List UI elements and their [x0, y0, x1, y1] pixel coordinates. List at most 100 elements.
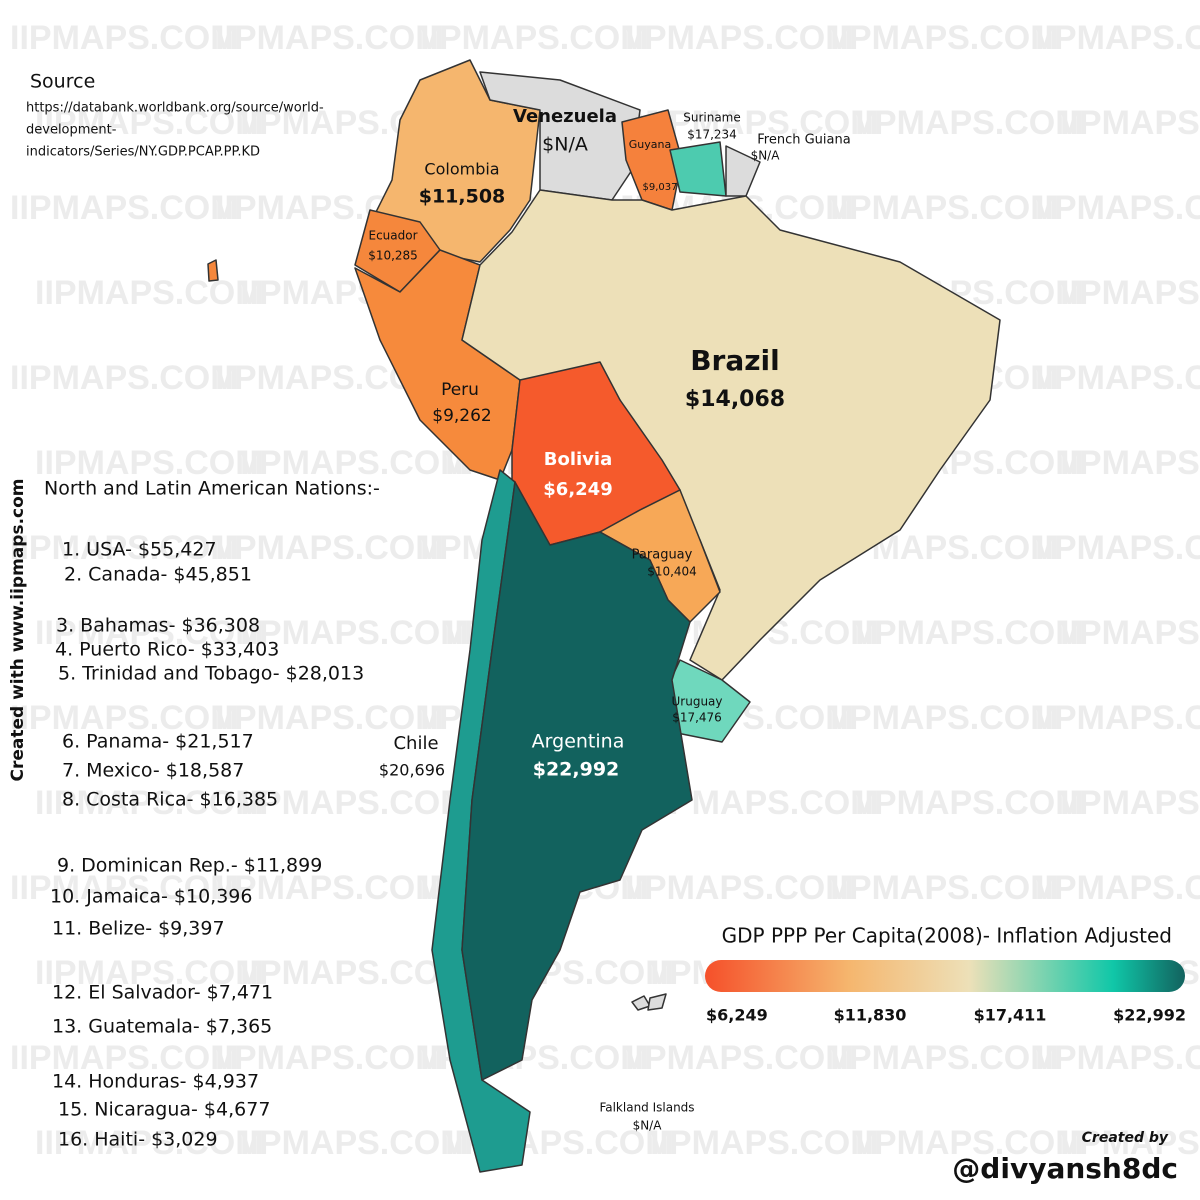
watermark: IIPMAPS.COM	[35, 784, 264, 822]
list-item: 13. Guatemala- $7,365	[52, 1016, 272, 1038]
watermark: IIPMAPS.COM	[240, 614, 469, 652]
suriname	[669, 141, 727, 197]
watermark: IIPMAPS.COM	[1035, 699, 1200, 737]
watermark: IIPMAPS.COM	[855, 104, 1084, 142]
country-name: French Guiana	[757, 133, 850, 148]
list-item: 7. Mexico- $18,587	[62, 760, 244, 782]
country-value: $20,696	[379, 761, 445, 780]
watermark: IIPMAPS.COM	[240, 784, 469, 822]
watermark: IIPMAPS.COM	[35, 444, 264, 482]
watermark: IIPMAPS.COM	[855, 1124, 1084, 1162]
side-credit: Created with www.iipmaps.com	[8, 479, 28, 782]
watermark: IIPMAPS.COM	[1060, 784, 1200, 822]
list-item: 1. USA- $55,427	[62, 539, 217, 561]
legend-tick: $11,830	[834, 1006, 907, 1025]
credit-label: Created by	[1082, 1130, 1169, 1146]
country-value: $17,234	[687, 128, 737, 142]
legend-tick: $22,992	[1113, 1006, 1186, 1025]
watermark: IIPMAPS.COM	[650, 104, 879, 142]
country-name: Argentina	[532, 731, 625, 753]
watermark: IIPMAPS.COM	[215, 529, 444, 567]
falklands	[647, 993, 667, 1011]
watermark: IIPMAPS.COM	[830, 19, 1059, 57]
watermark: IIPMAPS.COM	[215, 19, 444, 57]
legend-tick: $6,249	[706, 1006, 768, 1025]
watermark: IIPMAPS.COM	[35, 614, 264, 652]
watermark: IIPMAPS.COM	[10, 189, 239, 227]
watermark: IIPMAPS.COM	[1035, 359, 1200, 397]
falklands	[631, 995, 651, 1011]
list-item: 14. Honduras- $4,937	[52, 1071, 259, 1093]
source-line: https://databank.worldbank.org/source/wo…	[26, 101, 324, 116]
source-line: indicators/Series/NY.GDP.PCAP.PP.KD	[26, 145, 260, 160]
watermark: IIPMAPS.COM	[35, 1124, 264, 1162]
watermark: IIPMAPS.COM	[1060, 274, 1200, 312]
list-item: 12. El Salvador- $7,471	[52, 982, 273, 1004]
watermark: IIPMAPS.COM	[625, 869, 854, 907]
country-name: Brazil	[690, 344, 780, 377]
watermark: IIPMAPS.COM	[10, 529, 239, 567]
watermark: IIPMAPS.COM	[240, 1124, 469, 1162]
watermark: IIPMAPS.COM	[10, 1039, 239, 1077]
watermark: IIPMAPS.COM	[240, 444, 469, 482]
country-name: Peru	[441, 380, 479, 400]
colombia	[371, 59, 541, 263]
watermark: IIPMAPS.COM	[215, 699, 444, 737]
list-item: 16. Haiti- $3,029	[58, 1129, 218, 1151]
watermark: IIPMAPS.COM	[1035, 1039, 1200, 1077]
argentina	[461, 481, 693, 1081]
list-item: 10. Jamaica- $10,396	[50, 886, 253, 908]
watermark: IIPMAPS.COM	[1035, 189, 1200, 227]
country-value: $17,476	[672, 711, 722, 725]
watermark: IIPMAPS.COM	[855, 784, 1084, 822]
watermark: IIPMAPS.COM	[215, 869, 444, 907]
credit-handle: @divyansh8dc	[952, 1152, 1178, 1185]
list-item: 11. Belize- $9,397	[52, 918, 225, 940]
country-name: Venezuela	[513, 106, 617, 127]
watermark: IIPMAPS.COM	[35, 954, 264, 992]
watermark: IIPMAPS.COM	[1035, 869, 1200, 907]
country-value: $N/A	[751, 149, 781, 163]
country-name: Suriname	[683, 111, 741, 125]
country-name: Falkland Islands	[599, 1101, 694, 1115]
country-value: $14,068	[685, 387, 785, 412]
countries	[207, 59, 1001, 1173]
watermark: IIPMAPS.COM	[830, 699, 1059, 737]
watermark: IIPMAPS.COM	[10, 869, 239, 907]
watermark: IIPMAPS.COM	[830, 869, 1059, 907]
watermark: IIPMAPS.COM	[1035, 19, 1200, 57]
watermark: IIPMAPS.COM	[35, 274, 264, 312]
galapagos	[207, 259, 219, 282]
list-item: 5. Trinidad and Tobago- $28,013	[58, 663, 364, 685]
legend-title: GDP PPP Per Capita(2008)- Inflation Adju…	[722, 924, 1172, 948]
country-name: Guyana	[629, 138, 671, 151]
country-value: $9,037	[643, 182, 678, 193]
watermark: IIPMAPS.COM	[10, 359, 239, 397]
list-item: 3. Bahamas- $36,308	[56, 615, 260, 637]
list-item: 2. Canada- $45,851	[64, 564, 252, 586]
watermark: IIPMAPS.COM	[10, 699, 239, 737]
country-value: $10,285	[368, 249, 418, 263]
country-value: $N/A	[542, 134, 588, 156]
watermark: IIPMAPS.COM	[830, 1039, 1059, 1077]
watermark: IIPMAPS.COM	[830, 189, 1059, 227]
source-title: Source	[30, 71, 95, 93]
country-name: Colombia	[424, 160, 499, 179]
country-value: $9,262	[432, 406, 491, 426]
watermark: IIPMAPS.COM	[625, 19, 854, 57]
watermark: IIPMAPS.COM	[1060, 1124, 1200, 1162]
list-item: 9. Dominican Rep.- $11,899	[57, 855, 322, 877]
watermark: IIPMAPS.COM	[35, 104, 264, 142]
country-name: Bolivia	[544, 449, 612, 470]
country-value: $22,992	[533, 759, 620, 781]
watermark: IIPMAPS.COM	[1035, 529, 1200, 567]
watermark: IIPMAPS.COM	[10, 19, 239, 57]
list-item: 6. Panama- $21,517	[62, 731, 254, 753]
watermark: IIPMAPS.COM	[1060, 614, 1200, 652]
legend-bar	[705, 960, 1185, 992]
source-line: development-	[26, 123, 117, 138]
watermark: IIPMAPS.COM	[240, 954, 469, 992]
country-name: Paraguay	[632, 548, 693, 563]
country-name: Ecuador	[368, 229, 417, 243]
